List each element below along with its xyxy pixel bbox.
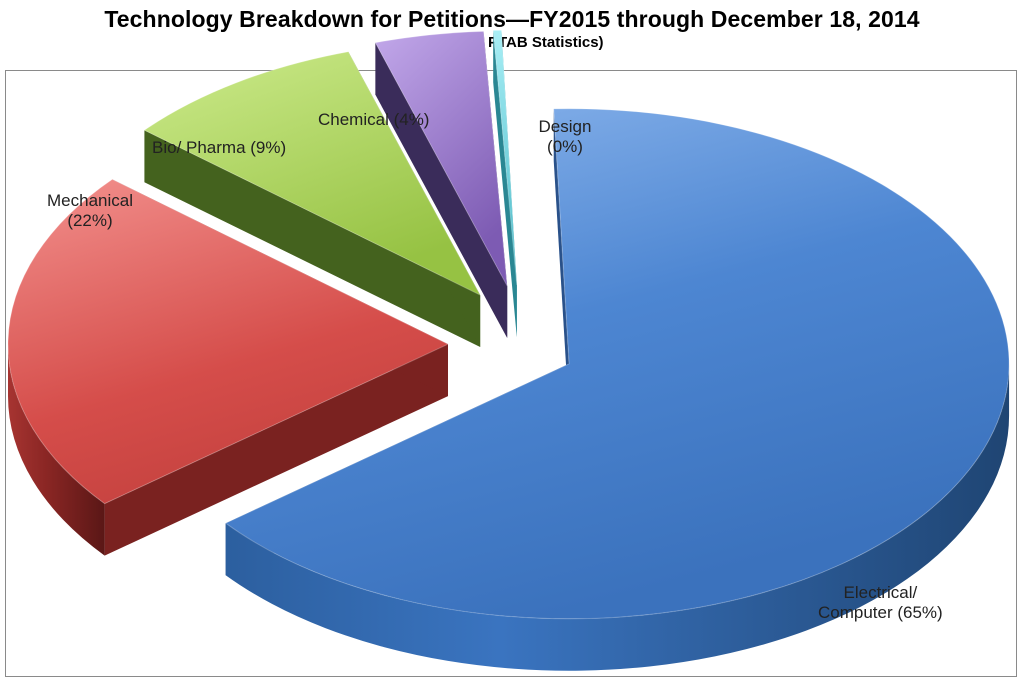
- pie-wall-chemical-0: [375, 42, 508, 338]
- label-bio-pharma: Bio/ Pharma (9%): [152, 138, 286, 158]
- pie-side-electrical-computer-0: [225, 363, 1010, 671]
- pie-slice-mechanical: [7, 178, 450, 556]
- pie-side-mechanical-0: [8, 344, 105, 556]
- label-electrical-computer-text: Electrical/Computer (65%): [818, 583, 943, 622]
- label-mechanical: Mechanical (22%): [40, 191, 140, 231]
- label-bio-pharma-text: Bio/ Pharma (9%): [152, 138, 287, 157]
- pie-wall-bio-pharma-0: [144, 130, 481, 348]
- pie-slice-electrical-computer: [224, 108, 1010, 671]
- label-chemical-text: Chemical (4%): [318, 110, 430, 129]
- pie-wall-electrical-computer-0: [553, 108, 570, 416]
- pie-wall-mechanical-0: [104, 344, 449, 556]
- pie-top-design: [492, 29, 518, 286]
- pie-wall-design-0: [493, 30, 517, 338]
- pie-top-mechanical: [7, 178, 450, 505]
- pie-slice-design: [492, 29, 518, 338]
- pie-top-chemical: [374, 30, 508, 287]
- label-mechanical-text: Mechanical (22%): [47, 191, 133, 230]
- label-design: Design (0%): [530, 117, 600, 157]
- pie-slice-chemical: [374, 30, 508, 338]
- pie-top-bio-pharma: [143, 51, 482, 297]
- label-design-text: Design (0%): [538, 117, 592, 156]
- pie-slice-bio-pharma: [143, 51, 482, 348]
- pie-top-electrical-computer: [224, 108, 1010, 620]
- label-chemical: Chemical (4%): [318, 110, 429, 130]
- label-electrical-computer: Electrical/Computer (65%): [818, 583, 943, 623]
- chart-title: Technology Breakdown for Petitions—FY201…: [104, 6, 920, 32]
